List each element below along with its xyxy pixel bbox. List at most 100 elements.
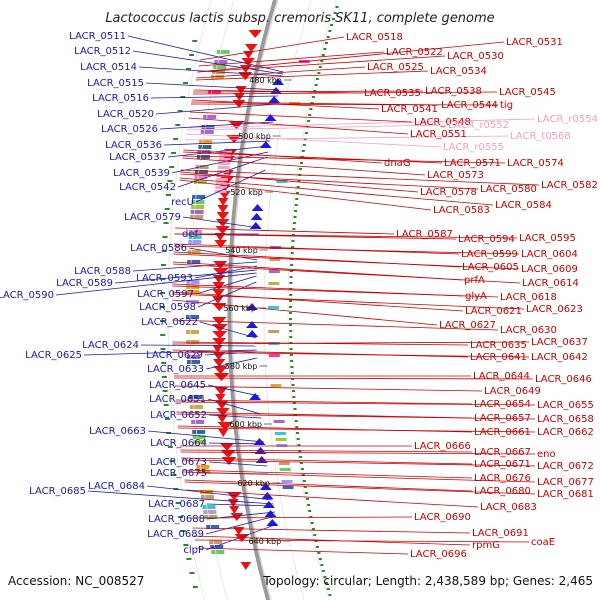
cog-block-left bbox=[282, 486, 294, 489]
gc-dot-outer bbox=[186, 68, 191, 70]
gene-label-right: LACR_0541 bbox=[381, 104, 438, 115]
reverse-gene-arrow bbox=[266, 519, 279, 526]
gc-dot-outer bbox=[175, 124, 181, 126]
reverse-gene-arrow bbox=[246, 330, 259, 337]
left-leader-line bbox=[146, 485, 273, 501]
kbp-tick-label: 580 kbp bbox=[225, 362, 258, 371]
right-leader-line bbox=[171, 319, 499, 331]
gene-label-right: LACR_0649 bbox=[484, 386, 541, 397]
gc-dot bbox=[303, 138, 307, 140]
right-leader-line bbox=[175, 401, 536, 406]
gene-label-right: LACR_0522 bbox=[386, 47, 443, 58]
gc-dot bbox=[297, 444, 301, 446]
kbp-tick-label: 640 kbp bbox=[249, 537, 282, 546]
gc-dot-outer bbox=[163, 222, 169, 224]
gene-label-right: LACR_0574 bbox=[507, 158, 564, 169]
forward-gene-arrow bbox=[248, 30, 262, 38]
left-leader-line bbox=[208, 442, 265, 445]
gc-dot-outer bbox=[164, 208, 170, 210]
gene-label-left: LACR_0625 bbox=[25, 350, 82, 361]
gc-dot bbox=[291, 384, 295, 386]
gc-dot bbox=[300, 468, 304, 470]
cog-block bbox=[189, 405, 203, 409]
gc-dot bbox=[304, 492, 308, 494]
cog-block bbox=[200, 130, 214, 134]
left-leader-line bbox=[205, 515, 276, 535]
cog-block bbox=[190, 215, 204, 219]
cog-block bbox=[186, 315, 199, 319]
gene-label-right: LACR_0534 bbox=[430, 66, 487, 77]
rrna-block bbox=[219, 150, 232, 153]
gc-dot bbox=[320, 60, 324, 62]
gc-dot bbox=[289, 270, 293, 272]
gc-dot-outer bbox=[183, 544, 189, 546]
gene-label-left: LACR_0586 bbox=[130, 243, 187, 254]
gene-label-right: LACR_0548 bbox=[414, 117, 471, 128]
cog-block bbox=[197, 150, 211, 154]
gene-label-right: LACR_0618 bbox=[500, 292, 557, 303]
gc-dot bbox=[331, 18, 335, 20]
left-leader-line bbox=[207, 398, 262, 415]
gene-label-right: LACR_0658 bbox=[537, 414, 594, 425]
gc-dot bbox=[297, 180, 301, 182]
right-leader-line bbox=[194, 539, 530, 543]
gene-label-left: LACR_0536 bbox=[105, 140, 162, 151]
gene-label-right: coaE bbox=[531, 537, 555, 548]
right-leader-line bbox=[192, 91, 498, 95]
gene-label-right: LACR_0595 bbox=[519, 233, 576, 244]
gene-label-right: LACR_0691 bbox=[472, 528, 529, 539]
cog-block bbox=[198, 145, 212, 149]
gene-label-right: LACR_0666 bbox=[414, 441, 471, 452]
gc-dot bbox=[289, 354, 293, 356]
right-leader-line bbox=[182, 155, 506, 164]
gene-label-right: LACR_0587 bbox=[396, 229, 453, 240]
gene-label-left: def bbox=[182, 229, 199, 240]
gene-label-right: LACR_0680 bbox=[474, 486, 531, 497]
left-leader-line bbox=[199, 321, 257, 339]
cog-block bbox=[192, 195, 206, 199]
gc-dot bbox=[308, 510, 312, 512]
kbp-tick-label: 560 kbp bbox=[223, 304, 256, 313]
gene-label-right: LACR_0672 bbox=[537, 461, 594, 472]
cog-block bbox=[213, 65, 227, 69]
gc-dot bbox=[299, 168, 303, 170]
forward-gene-arrow bbox=[212, 345, 223, 353]
cog-block bbox=[196, 465, 210, 469]
gc-dot bbox=[333, 12, 337, 14]
left-leader-line bbox=[145, 82, 280, 91]
cog-block-left bbox=[274, 432, 286, 435]
right-leader-line bbox=[185, 133, 442, 148]
gc-dot-outer bbox=[167, 180, 173, 182]
right-leader-line bbox=[177, 427, 536, 433]
forward-gene-arrow bbox=[217, 198, 229, 206]
gc-dot-outer bbox=[177, 110, 183, 112]
gene-label-left: LACR_0633 bbox=[147, 364, 204, 375]
gene-label-right: tig bbox=[500, 100, 513, 111]
right-leader-line bbox=[179, 179, 432, 211]
gene-label-right: LACR_0594 bbox=[458, 234, 515, 245]
gene-label-right: LACR_0644 bbox=[473, 371, 530, 382]
gc-dot bbox=[309, 108, 313, 110]
cog-block bbox=[203, 510, 217, 514]
cog-block bbox=[210, 545, 224, 549]
gc-dot bbox=[310, 522, 314, 524]
gene-label-left: LACR_0526 bbox=[101, 124, 158, 135]
cog-block bbox=[194, 170, 208, 174]
gc-dot bbox=[290, 372, 294, 374]
gc-dot bbox=[326, 36, 330, 38]
cog-block bbox=[196, 155, 210, 159]
gc-dot-outer bbox=[161, 250, 167, 252]
gc-dot bbox=[309, 516, 313, 518]
kbp-tick-label: 620 kbp bbox=[237, 479, 270, 488]
cog-block bbox=[195, 165, 209, 169]
cog-block bbox=[194, 175, 208, 179]
forward-gene-arrow bbox=[212, 352, 225, 360]
gc-dot-outer bbox=[166, 194, 171, 196]
gc-dot bbox=[292, 396, 296, 398]
right-leader-line bbox=[180, 171, 419, 193]
cog-block bbox=[188, 235, 202, 239]
gc-dot bbox=[328, 30, 332, 32]
gene-label-right: LACR_0655 bbox=[537, 400, 594, 411]
forward-gene-arrow bbox=[227, 499, 239, 507]
gene-label-right: LACR_0582 bbox=[541, 180, 598, 191]
